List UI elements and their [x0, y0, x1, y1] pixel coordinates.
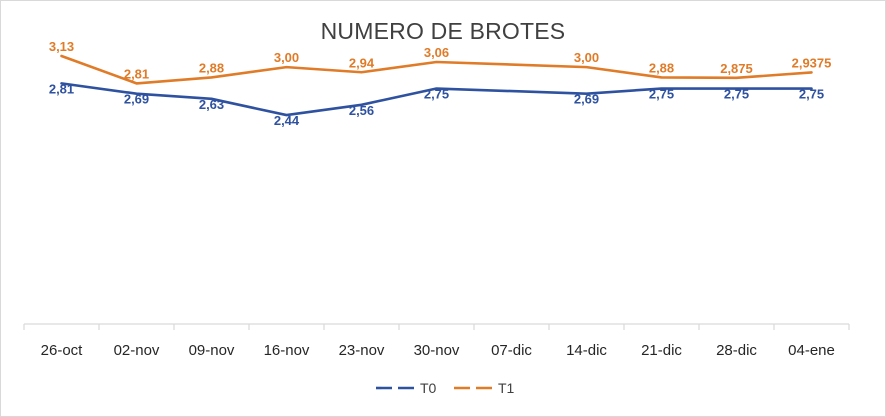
data-label-t0: 2,69: [574, 92, 599, 107]
data-label-t1: 2,81: [124, 66, 149, 81]
x-tick-label: 04-ene: [788, 342, 835, 359]
x-tick-label: 02-nov: [114, 342, 160, 359]
x-tick-label: 16-nov: [264, 342, 310, 359]
data-label-t0: 2,75: [724, 87, 749, 102]
x-tick-label: 14-dic: [566, 342, 607, 359]
data-labels: 2,81 2,69 2,63 2,44 2,56 2,75 2,69 2,75 2,75 2,75…: [49, 39, 832, 128]
data-label-t0: 2,75: [799, 87, 824, 102]
legend: T0 T1: [376, 380, 515, 396]
data-label-t0: 2,44: [274, 113, 300, 128]
series-line-t0: [60, 82, 813, 117]
x-tick-label: 30-nov: [414, 342, 460, 359]
x-tick-label: 07-dic: [491, 342, 532, 359]
series-layer: [60, 54, 813, 117]
legend-label-t0: T0: [420, 380, 437, 396]
x-tick-label: 21-dic: [641, 342, 682, 359]
data-label-t0: 2,56: [349, 103, 374, 118]
data-label-t1: 3,00: [274, 50, 299, 65]
data-label-t1: 2,88: [649, 60, 674, 75]
data-label-t1: 3,06: [424, 45, 449, 60]
series-line-t1: [60, 54, 813, 85]
x-axis: 26-oct 02-nov 09-nov 16-nov 23-nov 30-nov 07-d…: [23, 323, 850, 359]
data-label-t1: 3,13: [49, 39, 74, 54]
data-label-t1: 2,94: [349, 55, 375, 70]
x-tick-label: 09-nov: [189, 342, 235, 359]
data-label-t0: 2,75: [424, 87, 449, 102]
data-label-t0: 2,63: [199, 97, 224, 112]
chart-title: NUMERO DE BROTES: [320, 18, 566, 44]
data-label-t0: 2,75: [649, 87, 674, 102]
data-label-t1: 3,00: [574, 50, 599, 65]
data-label-t1: 2,88: [199, 60, 224, 75]
legend-label-t1: T1: [498, 380, 515, 396]
data-label-t1: 2,875: [720, 61, 753, 76]
data-label-t0: 2,69: [124, 92, 149, 107]
x-tick-label: 23-nov: [339, 342, 385, 359]
x-tick-label: 28-dic: [716, 342, 757, 359]
x-tick-label: 26-oct: [41, 342, 84, 359]
data-label-t1: 2,9375: [792, 55, 832, 70]
data-label-t0: 2,81: [49, 81, 74, 96]
